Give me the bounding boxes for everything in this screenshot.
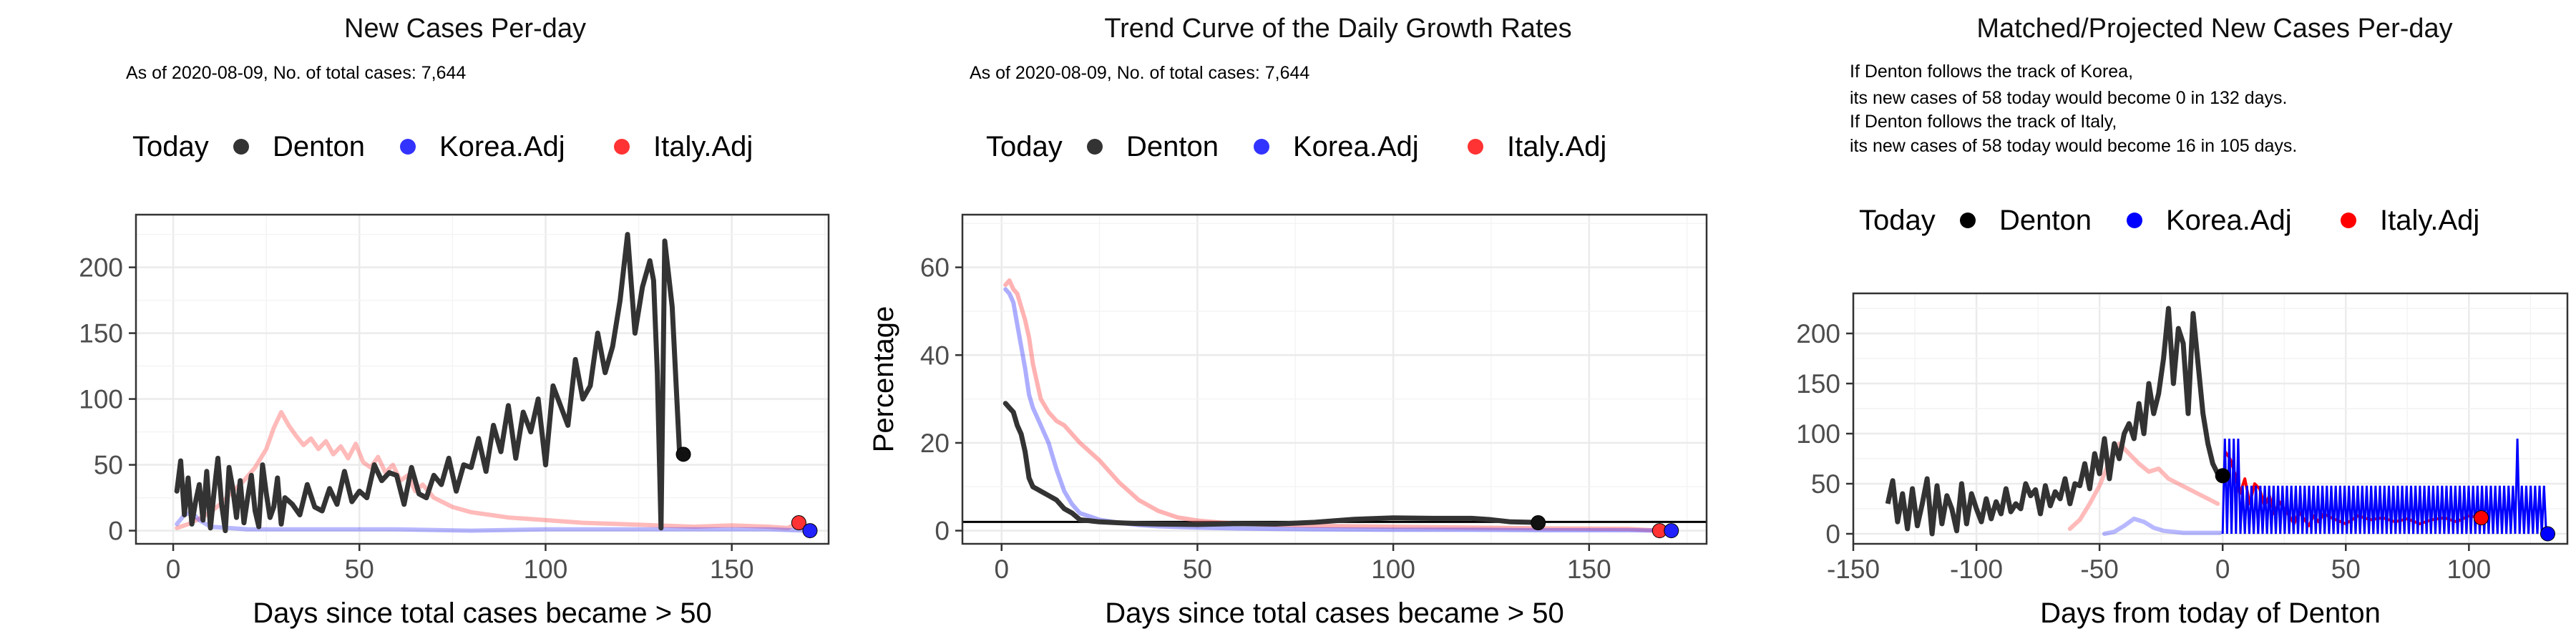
today-point-denton: [675, 447, 691, 462]
chart-subtitle: If Denton follows the track of Italy,: [1850, 112, 2117, 132]
series-line-denton: [1885, 306, 2224, 537]
chart-subtitle: its new cases of 58 today would become 1…: [1850, 136, 2297, 156]
legend-marker: [1254, 139, 1269, 155]
x-tick-label: 0: [994, 555, 1009, 584]
x-tick-label: -100: [1950, 555, 2003, 584]
plot-border: [1852, 292, 2569, 545]
y-tick-label: 0: [1825, 519, 1840, 549]
today-point-korea-adj: [802, 523, 818, 539]
x-tick-label: 0: [166, 555, 181, 584]
x-axis-label: Days since total cases became > 50: [253, 597, 711, 629]
gridlines: [136, 215, 829, 544]
legend-label: Korea.Adj: [2166, 205, 2292, 236]
y-tick-label: 200: [79, 253, 123, 283]
x-tick-label: 100: [524, 555, 568, 584]
x-tick-label: 150: [710, 555, 754, 584]
x-tick-label: -150: [1827, 555, 1880, 584]
chart-panel-1: New Cases Per-day As of 2020-08-09, No. o…: [79, 14, 830, 629]
legend-label: Korea.Adj: [439, 131, 565, 162]
chart-title: New Cases Per-day: [344, 14, 586, 44]
today-point-denton: [1531, 515, 1546, 531]
x-tick-label: 50: [345, 555, 374, 584]
x-tick-label: -50: [2080, 555, 2118, 584]
chart-subtitle: As of 2020-08-09, No. of total cases: 7,…: [126, 63, 466, 83]
chart-title: Matched/Projected New Cases Per-day: [1976, 14, 2452, 44]
x-tick-label: 0: [2215, 555, 2230, 584]
y-tick-label: 0: [935, 517, 950, 546]
legend-label: Denton: [273, 131, 365, 162]
series-line-italy-adj: [1003, 278, 1662, 533]
x-tick-label: 150: [1567, 555, 1611, 584]
y-tick-label: 200: [1796, 319, 1840, 348]
legend-marker: [2341, 213, 2356, 228]
y-tick-label: 150: [1796, 369, 1840, 399]
y-tick-label: 0: [108, 517, 123, 546]
legend-label: Italy.Adj: [2380, 205, 2479, 236]
y-tick-label: 150: [79, 319, 123, 348]
today-point-italy-adj: [791, 515, 806, 531]
x-tick-label: 50: [1183, 555, 1212, 584]
chart-subtitle: its new cases of 58 today would become 0…: [1850, 88, 2287, 108]
plot-area: [962, 278, 1707, 533]
series-line-denton: [1002, 401, 1541, 527]
legend-label: Denton: [1999, 205, 2092, 236]
series-line-korea-adj: [2102, 517, 2223, 536]
chart-panel-2: Trend Curve of the Daily Growth Rates As …: [868, 14, 1708, 629]
legend-marker: [614, 139, 630, 155]
series-line-korea-adj: [1003, 287, 1670, 533]
chart-title: Trend Curve of the Daily Growth Rates: [1104, 14, 1571, 44]
series-line-korea-adj: [2221, 438, 2547, 535]
legend-marker: [1087, 139, 1103, 155]
legend-label: Italy.Adj: [653, 131, 753, 162]
y-tick-label: 50: [94, 451, 123, 480]
legend-title: Today: [986, 131, 1063, 162]
legend-marker: [1960, 213, 1976, 228]
today-point-italy-adj: [2474, 510, 2489, 526]
y-tick-label: 40: [920, 341, 950, 370]
series-line-italy-adj: [175, 410, 801, 530]
x-axis-label: Days since total cases became > 50: [1105, 597, 1563, 629]
today-point-denton: [2215, 468, 2230, 484]
gridlines: [962, 215, 1707, 544]
y-tick-label: 60: [920, 253, 950, 283]
legend-marker: [2127, 213, 2142, 228]
series-line-italy-adj: [2067, 441, 2220, 531]
legend: Today Denton Korea.Adj Italy.Adj: [132, 131, 753, 162]
x-axis-label: Days from today of Denton: [2040, 597, 2381, 629]
plot-border: [135, 213, 830, 545]
legend-label: Denton: [1126, 131, 1219, 162]
chart-subtitle: As of 2020-08-09, No. of total cases: 7,…: [970, 63, 1309, 83]
x-tick-label: 50: [2331, 555, 2361, 584]
legend: Today Denton Korea.Adj Italy.Adj: [986, 131, 1606, 162]
series-line-denton: [174, 232, 683, 534]
today-point-korea-adj: [1664, 523, 1679, 539]
y-axis-label: Percentage: [868, 306, 899, 453]
plot-area: [174, 232, 809, 534]
legend: Today Denton Korea.Adj Italy.Adj: [1859, 205, 2479, 236]
legend-title: Today: [1859, 205, 1936, 236]
y-tick-label: 50: [1811, 469, 1840, 499]
chart-panel-3: Matched/Projected New Cases Per-day If De…: [1796, 14, 2569, 629]
y-tick-label: 100: [1796, 419, 1840, 449]
legend-label: Korea.Adj: [1293, 131, 1419, 162]
plot-area: [1885, 306, 2547, 537]
legend-label: Italy.Adj: [1507, 131, 1606, 162]
y-tick-label: 100: [79, 385, 123, 414]
plot-border: [961, 213, 1708, 545]
x-tick-label: 100: [1371, 555, 1415, 584]
y-tick-label: 20: [920, 429, 950, 458]
today-point-korea-adj: [2540, 526, 2555, 542]
chart-subtitle: If Denton follows the track of Korea,: [1850, 62, 2133, 82]
legend-title: Today: [132, 131, 209, 162]
legend-marker: [1468, 139, 1483, 155]
x-tick-label: 100: [2446, 555, 2491, 584]
legend-marker: [400, 139, 416, 155]
legend-marker: [233, 139, 249, 155]
